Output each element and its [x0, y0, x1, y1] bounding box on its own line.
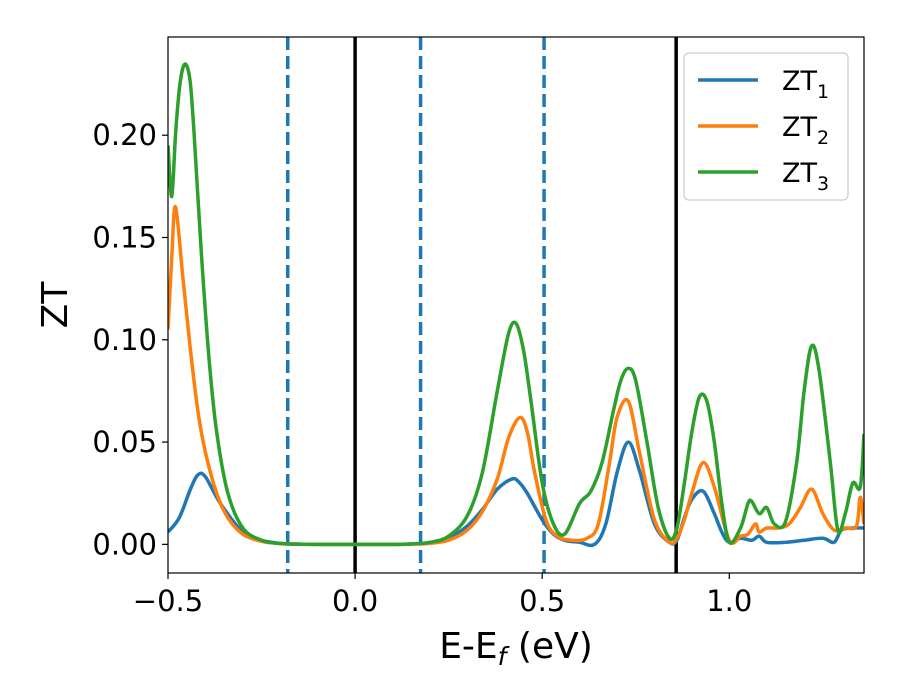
x-axis: −0.5 0.0 0.5 1.0 — [133, 573, 752, 618]
legend-box — [683, 52, 849, 201]
reference-lines — [285, 37, 678, 573]
legend-label-zt1: ZT1 — [782, 66, 829, 103]
y-tick-label: 0.10 — [92, 323, 157, 357]
series-lines — [168, 62, 864, 548]
series-line-zt2 — [168, 205, 864, 547]
x-tick-label: 0.0 — [332, 584, 378, 618]
legend-label-zt2: ZT2 — [782, 112, 829, 149]
x-axis-label-unit: (eV) — [506, 626, 592, 667]
legend: ZT1 ZT2 ZT3 — [683, 52, 849, 201]
legend-label-zt3: ZT3 — [782, 158, 829, 195]
x-tick-label: 1.0 — [706, 584, 752, 618]
x-tick-label: 0.5 — [519, 584, 565, 618]
y-tick-label: 0.15 — [92, 220, 157, 254]
series-line-zt3 — [168, 62, 864, 547]
y-axis: 0.00 0.05 0.10 0.15 0.20 — [92, 118, 168, 561]
plot-frame — [167, 36, 865, 574]
y-tick-label: 0.00 — [92, 527, 157, 561]
x-tick-label: −0.5 — [133, 584, 203, 618]
x-axis-label-main: E-E — [439, 626, 497, 667]
x-axis-label: E-Ef (eV) — [439, 626, 593, 671]
y-tick-label: 0.05 — [92, 425, 157, 459]
y-tick-label: 0.20 — [92, 118, 157, 152]
y-axis-label: ZT — [35, 281, 76, 329]
